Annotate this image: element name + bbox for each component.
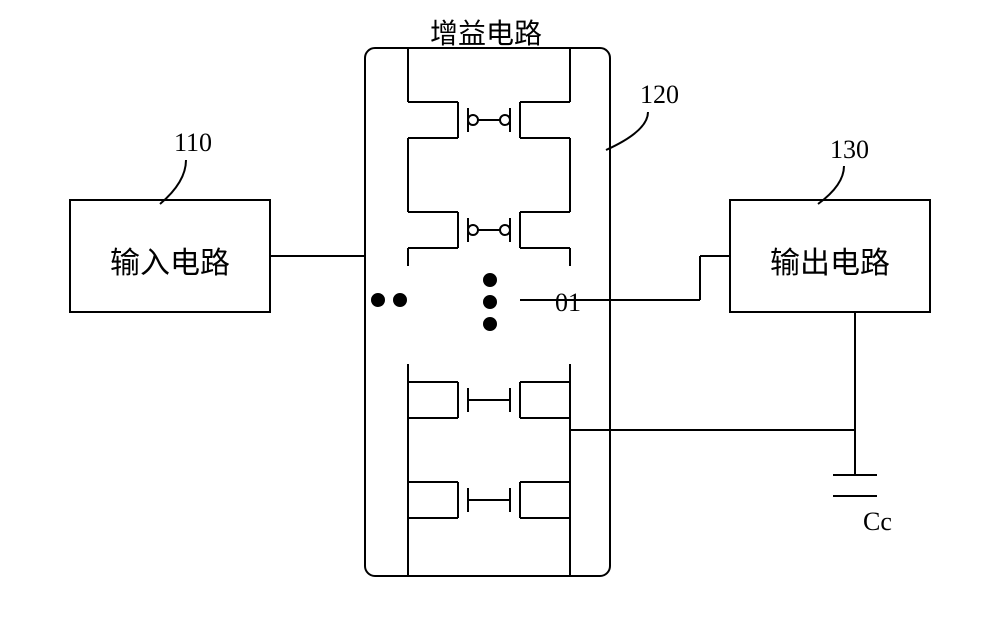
cap-label: Cc (863, 507, 892, 537)
ref-110: 110 (174, 128, 212, 158)
output-block-label: 输出电路 (730, 238, 930, 282)
ref-130: 130 (830, 135, 869, 165)
diagram-canvas: 增益电路 110 120 130 01 Cc 输入电路 输出电路 (0, 0, 1000, 618)
input-block-label: 输入电路 (70, 238, 270, 282)
gain-title: 增益电路 (430, 12, 542, 52)
ref-01: 01 (555, 288, 581, 318)
circuit-svg (0, 0, 1000, 618)
ref-120: 120 (640, 80, 679, 110)
